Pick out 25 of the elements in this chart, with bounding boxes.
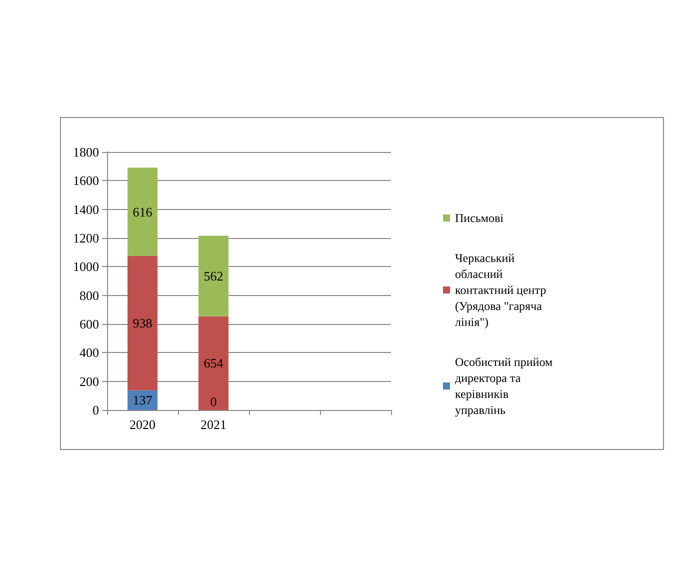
y-tick-label: 0: [92, 402, 99, 418]
data-label: 562: [204, 268, 224, 284]
y-tick-label: 400: [80, 345, 99, 360]
data-label: 616: [132, 204, 153, 220]
bar: [198, 236, 228, 316]
x-tick-label: 2020: [130, 417, 156, 432]
y-tick-label: 200: [80, 374, 99, 389]
y-tick-label: 800: [80, 288, 99, 303]
legend-label: Черкаський обласний контактний центр (Урядова "гаряча лінія"): [455, 251, 550, 329]
legend-label: Письмові: [455, 211, 504, 225]
y-tick-label: 600: [80, 316, 99, 332]
bar: [128, 256, 158, 390]
bar: [198, 316, 228, 410]
x-tick-label: 2021: [200, 417, 226, 432]
data-label: 654: [204, 356, 224, 371]
data-label: 137: [132, 392, 153, 408]
y-tick-label: 1800: [73, 144, 99, 160]
data-label: 0: [210, 394, 217, 409]
y-tick-label: 1000: [73, 259, 99, 274]
y-tick-label: 1400: [73, 202, 99, 217]
data-label: 938: [132, 316, 152, 331]
legend-label: Особистий прийом директора та керівників управлінь: [455, 355, 556, 417]
y-tick-label: 1600: [73, 173, 99, 188]
y-tick-label: 1200: [73, 230, 99, 246]
bar: [128, 168, 158, 256]
